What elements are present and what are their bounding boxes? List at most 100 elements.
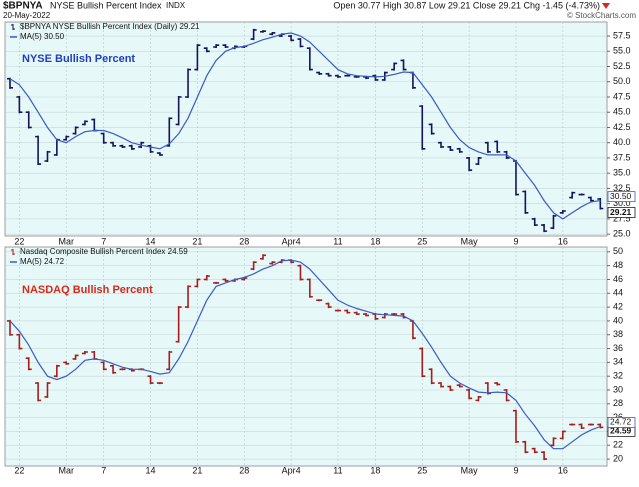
price-bar	[44, 150, 51, 163]
price-bar	[522, 440, 529, 454]
price-bar	[81, 351, 88, 355]
price-bar	[269, 261, 276, 265]
price-bar	[569, 423, 576, 426]
price-bar	[185, 285, 192, 309]
price-bar	[63, 135, 70, 141]
price-bar	[334, 74, 341, 78]
x-tick-label: 28	[239, 236, 249, 246]
end-label: 30.50	[610, 191, 632, 201]
y-tick-label: 37.5	[613, 152, 631, 162]
price-bar	[156, 382, 163, 385]
y-tick-label: 27.5	[613, 213, 631, 223]
y-tick-label: 34	[613, 357, 623, 367]
y-tick-label: 32	[613, 371, 623, 381]
price-bar	[119, 144, 126, 148]
price-bar	[110, 364, 117, 374]
price-bar	[559, 210, 566, 214]
price-bar	[316, 299, 323, 302]
price-bar	[203, 275, 210, 281]
price-bar	[156, 152, 163, 156]
price-bar	[25, 357, 32, 371]
price-bar	[344, 74, 351, 77]
price-bar	[419, 347, 426, 378]
price-bar	[578, 423, 585, 430]
annotation: NASDAQ Bullish Percent	[22, 284, 153, 296]
price-bar	[344, 309, 351, 314]
x-tick-label: May	[461, 236, 479, 246]
price-bar	[503, 389, 510, 402]
price-bar	[400, 59, 407, 71]
price-bar	[466, 389, 473, 400]
price-bar	[147, 144, 154, 153]
price-bar	[185, 68, 192, 98]
price-bar	[531, 447, 538, 454]
end-label: 24.59	[610, 426, 632, 436]
price-bar	[16, 333, 23, 350]
price-bar	[438, 141, 445, 148]
price-bar	[522, 190, 529, 214]
end-label-box	[607, 207, 636, 218]
x-tick-label: Mar	[58, 236, 74, 246]
y-tick-label: 44	[613, 288, 623, 298]
price-bar	[428, 368, 435, 385]
symbol: $BPNYA	[3, 1, 43, 12]
price-bar	[447, 145, 454, 152]
legend-swatch	[11, 24, 15, 30]
y-tick-label: 35.0	[613, 168, 631, 178]
price-bar	[194, 44, 201, 71]
price-bar	[475, 395, 482, 402]
price-bar	[100, 132, 107, 144]
price-bar	[475, 156, 482, 166]
annotation: NYSE Bullish Percent	[22, 53, 135, 65]
price-bar	[213, 281, 220, 284]
y-tick-label: 45.0	[613, 107, 631, 117]
exchange: INDX	[166, 1, 186, 10]
x-tick-label: 21	[192, 236, 202, 246]
y-tick-label: 40.0	[613, 137, 631, 147]
x-tick-label: 18	[370, 236, 380, 246]
price-bar	[531, 217, 538, 227]
x-tick-label: 7	[101, 236, 106, 246]
price-bar	[391, 62, 398, 71]
price-bar	[334, 309, 341, 312]
y-tick-label: 32.5	[613, 183, 631, 193]
x-tick-label: 11	[333, 465, 342, 475]
x-tick-label: 25	[417, 465, 427, 475]
price-bar	[325, 72, 332, 77]
price-bar	[53, 364, 60, 378]
x-tick-label: 22	[14, 465, 24, 475]
moving-average-line	[9, 259, 601, 450]
y-tick-label: 30.0	[613, 198, 631, 208]
x-tick-label: 16	[558, 465, 568, 475]
price-bar	[269, 31, 276, 36]
price-bar	[597, 423, 604, 429]
x-tick-label: 14	[146, 236, 156, 246]
price-bar	[250, 28, 257, 41]
price-bar	[578, 193, 585, 196]
moving-average-line	[9, 32, 601, 220]
credit: © StockCharts.com	[567, 11, 636, 20]
price-bar	[419, 105, 426, 150]
price-bar	[438, 382, 445, 388]
price-bar	[306, 47, 313, 71]
price-bar	[35, 382, 42, 402]
price-bar	[250, 261, 257, 271]
price-bar	[494, 382, 501, 386]
price-bar	[128, 144, 135, 150]
price-bar	[456, 384, 463, 388]
price-bar	[81, 120, 88, 126]
price-bar	[587, 196, 594, 202]
x-tick-label: Apr4	[282, 465, 301, 475]
x-tick-label: 16	[558, 236, 568, 246]
y-tick-label: 36	[613, 343, 623, 353]
y-tick-label: 25.0	[613, 229, 631, 239]
y-tick-label: 20	[613, 453, 623, 463]
price-bar	[456, 147, 463, 153]
price-bar	[259, 254, 266, 260]
legend-label: MA(5) 30.50	[20, 32, 65, 41]
price-bar	[306, 278, 313, 298]
plot-area	[4, 21, 608, 237]
price-bar	[587, 423, 594, 426]
